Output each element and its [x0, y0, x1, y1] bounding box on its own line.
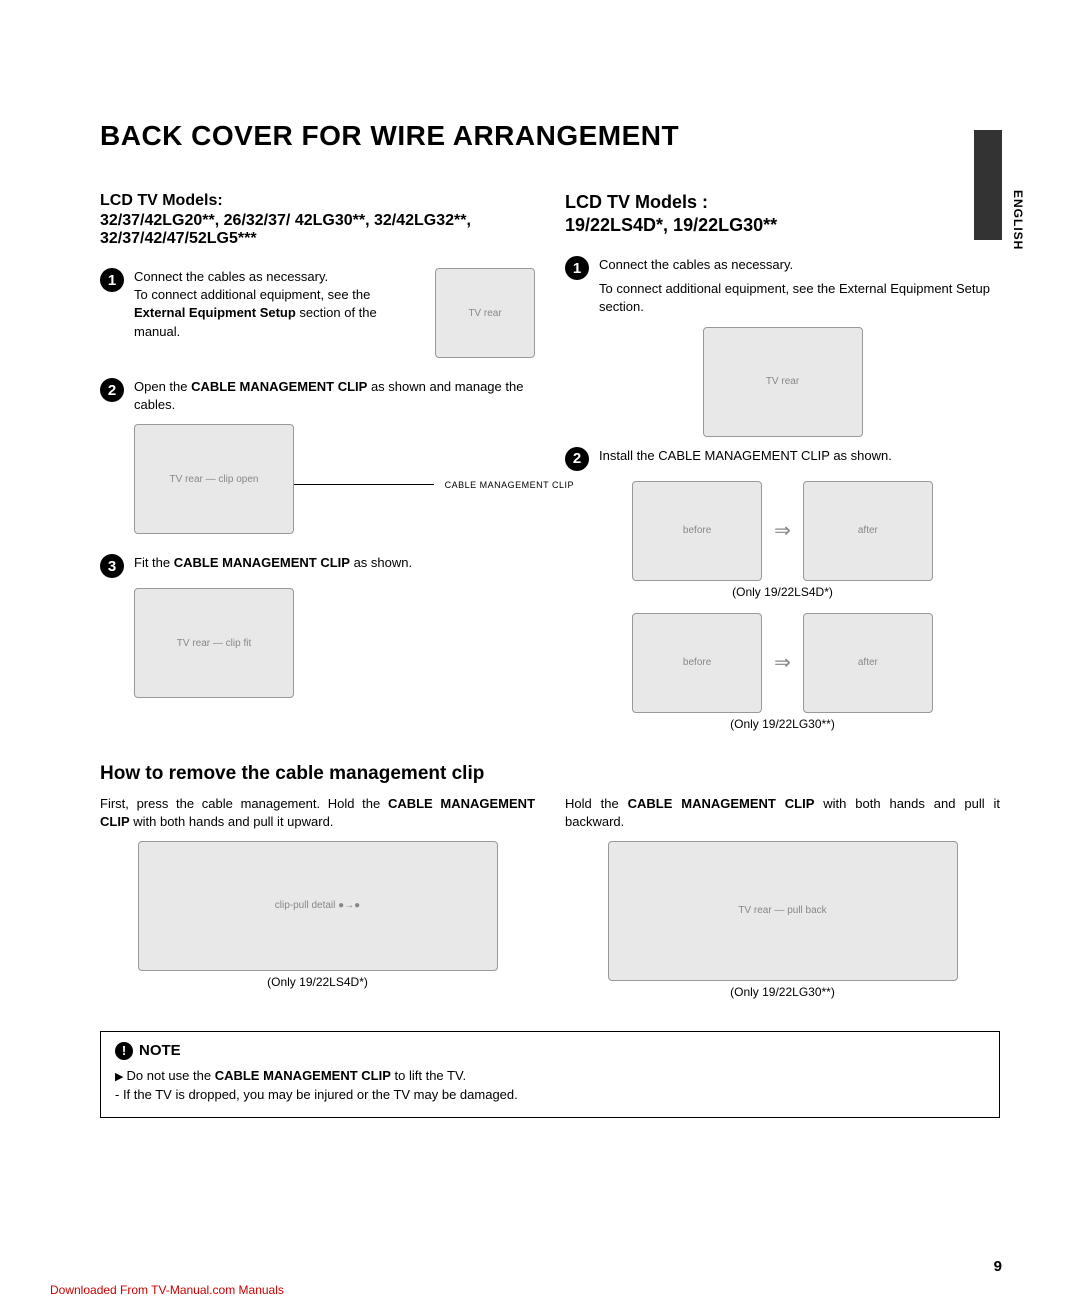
tv-diagram: after: [803, 481, 933, 581]
arrow-icon: ⇒: [774, 650, 791, 675]
right-column: LCD TV Models : 19/22LS4D*, 19/22LG30** …: [565, 192, 1000, 745]
step-badge: 2: [565, 447, 589, 471]
language-tab: [974, 130, 1002, 240]
tv-diagram: TV rear — clip fit: [134, 588, 294, 698]
note-line-1: ▶ Do not use the CABLE MANAGEMENT CLIP t…: [115, 1066, 985, 1086]
right-models-list: 19/22LS4D*, 19/22LG30**: [565, 215, 1000, 236]
right-step2-text: Install the CABLE MANAGEMENT CLIP as sho…: [599, 447, 892, 465]
caption-text: (Only 19/22LG30**): [565, 985, 1000, 999]
page-title: BACK COVER FOR WIRE ARRANGEMENT: [100, 120, 1000, 152]
left-models-list: 32/37/42LG20**, 26/32/37/ 42LG30**, 32/4…: [100, 212, 535, 248]
removal-header: How to remove the cable management clip: [100, 763, 1000, 785]
step-badge: 3: [100, 554, 124, 578]
removal-right-text: Hold the CABLE MANAGEMENT CLIP with both…: [565, 795, 1000, 831]
download-source: Downloaded From TV-Manual.com Manuals: [50, 1283, 284, 1297]
clip-callout-label: CABLE MANAGEMENT CLIP: [434, 480, 574, 490]
left-step1-text: Connect the cables as necessary. To conn…: [134, 268, 425, 341]
note-box: ! NOTE ▶ Do not use the CABLE MANAGEMENT…: [100, 1031, 1000, 1118]
step-badge: 2: [100, 378, 124, 402]
page-number: 9: [994, 1258, 1002, 1275]
tv-diagram: TV rear: [703, 327, 863, 437]
note-label: NOTE: [139, 1042, 181, 1059]
left-step2-text: Open the CABLE MANAGEMENT CLIP as shown …: [134, 378, 535, 414]
tv-diagram: TV rear — clip open: [134, 424, 294, 534]
left-column: LCD TV Models: 32/37/42LG20**, 26/32/37/…: [100, 192, 535, 745]
note-icon: !: [115, 1042, 133, 1060]
tv-diagram: after: [803, 613, 933, 713]
right-step1-text: Connect the cables as necessary. To conn…: [599, 256, 1000, 317]
arrow-icon: ⇒: [774, 518, 791, 543]
tv-diagram: TV rear: [435, 268, 535, 358]
callout-line: [294, 484, 434, 485]
left-models-header: LCD TV Models:: [100, 192, 535, 210]
note-line-2: - If the TV is dropped, you may be injur…: [115, 1085, 985, 1105]
tv-diagram: before: [632, 481, 762, 581]
removal-left-text: First, press the cable management. Hold …: [100, 795, 535, 831]
left-step3-text: Fit the CABLE MANAGEMENT CLIP as shown.: [134, 554, 412, 572]
right-models-header: LCD TV Models :: [565, 192, 1000, 213]
tv-diagram: before: [632, 613, 762, 713]
removal-diagram: clip-pull detail ●→●: [138, 841, 498, 971]
language-label: ENGLISH: [1011, 190, 1025, 250]
removal-diagram: TV rear — pull back: [608, 841, 958, 981]
step-badge: 1: [565, 256, 589, 280]
caption-text: (Only 19/22LS4D*): [565, 585, 1000, 599]
caption-text: (Only 19/22LS4D*): [100, 975, 535, 989]
caption-text: (Only 19/22LG30**): [565, 717, 1000, 731]
step-badge: 1: [100, 268, 124, 292]
